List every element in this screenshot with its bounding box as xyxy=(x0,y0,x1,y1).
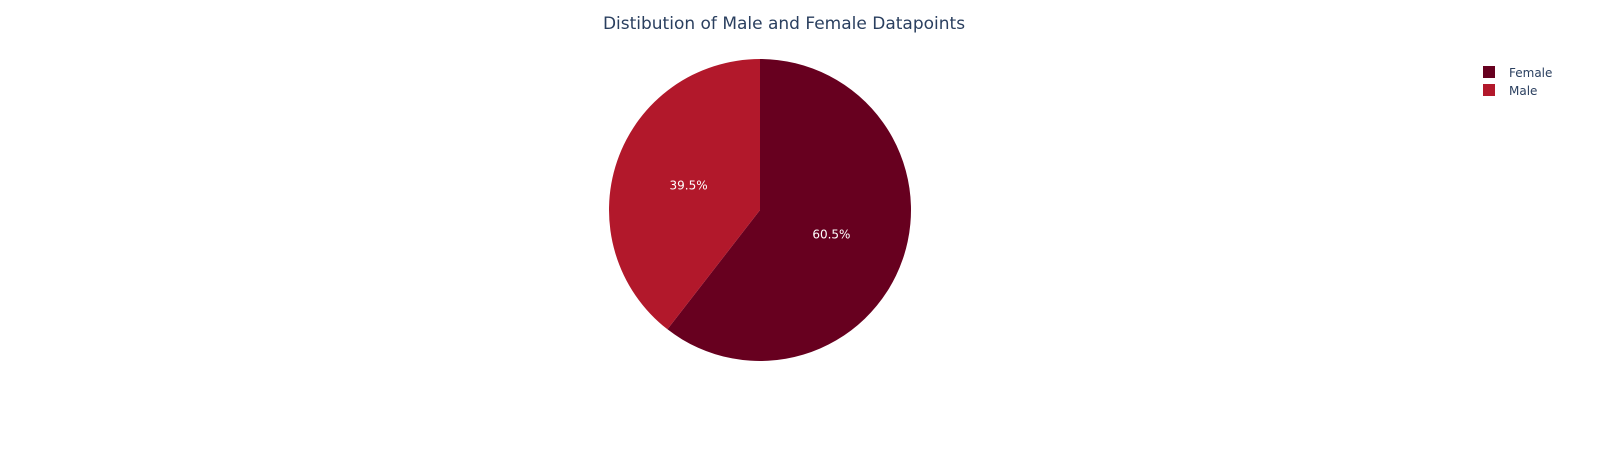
slice-label-male: 39.5% xyxy=(670,179,708,193)
legend-label-male: Male xyxy=(1509,84,1537,98)
legend: Female Male xyxy=(1483,66,1552,98)
pie-slices xyxy=(609,59,912,361)
chart-title: Distibution of Male and Female Datapoint… xyxy=(603,14,965,34)
pie-slice-male[interactable] xyxy=(609,59,760,330)
legend-item-female[interactable]: Female xyxy=(1483,66,1552,80)
pie-slice-labels: 60.5% 39.5% xyxy=(670,179,851,242)
pie-slice-female[interactable] xyxy=(667,59,912,361)
legend-swatch-male xyxy=(1483,84,1495,96)
legend-item-male[interactable]: Male xyxy=(1483,84,1537,98)
slice-label-female: 60.5% xyxy=(812,228,850,242)
legend-swatch-female xyxy=(1483,66,1495,78)
legend-label-female: Female xyxy=(1509,66,1552,80)
